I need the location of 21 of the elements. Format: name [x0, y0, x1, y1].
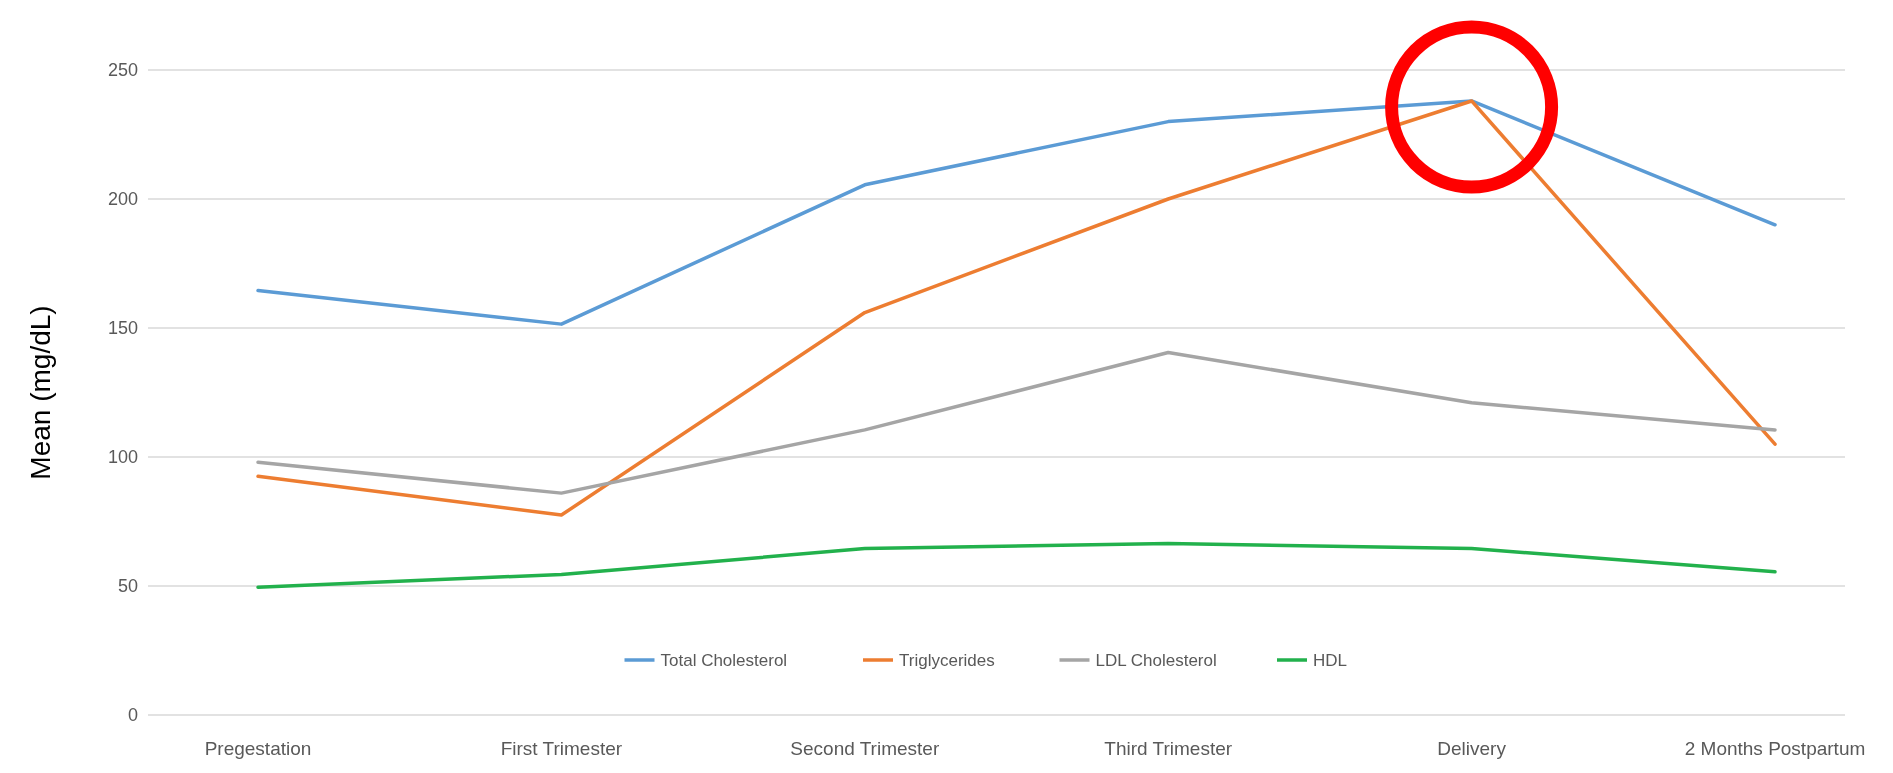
y-tick-label: 250 — [107, 60, 138, 81]
legend-label: LDL Cholesterol — [1095, 650, 1217, 670]
legend-label: Triglycerides — [899, 650, 995, 670]
y-tick-label: 200 — [107, 189, 138, 210]
x-tick-label: First Trimester — [500, 738, 623, 759]
y-tick-label: 50 — [117, 576, 138, 597]
x-tick-label: Second Trimester — [790, 738, 940, 759]
y-tick-label: 0 — [127, 705, 138, 726]
y-tick-label: 150 — [107, 318, 138, 339]
line-series — [256, 541, 1777, 590]
x-tick-label: Pregestation — [204, 738, 312, 759]
y-tick-label: 100 — [107, 447, 138, 468]
legend-label: HDL — [1313, 650, 1348, 670]
y-axis-title: Mean (mg/dL) — [25, 305, 56, 480]
line-series — [256, 99, 1777, 517]
x-tick-label: Delivery — [1437, 738, 1507, 759]
line-series — [256, 350, 1777, 495]
legend-label: Total Cholesterol — [660, 650, 788, 670]
x-tick-label: Third Trimester — [1104, 738, 1233, 759]
line-series — [256, 99, 1777, 326]
x-tick-label: 2 Months Postpartum — [1684, 738, 1866, 759]
